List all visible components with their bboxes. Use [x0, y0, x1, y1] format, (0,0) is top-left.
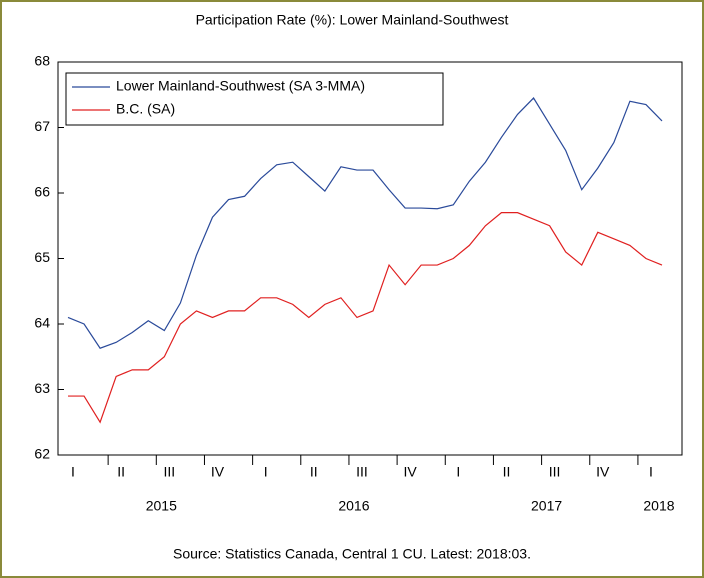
x-tick-label: I [71, 464, 75, 480]
source-note: Source: Statistics Canada, Central 1 CU.… [173, 546, 531, 562]
x-tick-label: II [117, 464, 125, 480]
y-tick-label: 67 [34, 118, 50, 134]
year-label: 2018 [643, 498, 674, 514]
y-tick-label: 65 [34, 249, 50, 265]
x-tick-label: II [310, 464, 318, 480]
x-tick-label: IV [596, 464, 610, 480]
series-line [68, 212, 663, 424]
year-label: 2017 [531, 498, 562, 514]
y-tick-label: 68 [34, 53, 50, 69]
x-tick-label: III [549, 464, 561, 480]
y-tick-label: 63 [34, 380, 50, 396]
legend-box [65, 72, 444, 126]
x-tick-label: I [456, 464, 460, 480]
x-tick-label: IV [211, 464, 225, 480]
legend-label: B.C. (SA) [116, 101, 175, 117]
x-tick-label: IV [404, 464, 418, 480]
chart-title: Participation Rate (%): Lower Mainland-S… [196, 12, 509, 28]
x-tick-label: II [503, 464, 511, 480]
year-label: 2015 [146, 498, 177, 514]
year-label: 2016 [338, 498, 369, 514]
x-tick-label: III [356, 464, 368, 480]
y-tick-label: 64 [34, 315, 50, 331]
series-line [67, 97, 663, 349]
x-tick-label: III [163, 464, 175, 480]
x-tick-label: I [264, 464, 268, 480]
legend-label: Lower Mainland-Southwest (SA 3-MMA) [116, 78, 365, 94]
y-tick-label: 62 [34, 446, 50, 462]
y-tick-label: 66 [34, 184, 50, 200]
x-tick-label: I [649, 464, 653, 480]
